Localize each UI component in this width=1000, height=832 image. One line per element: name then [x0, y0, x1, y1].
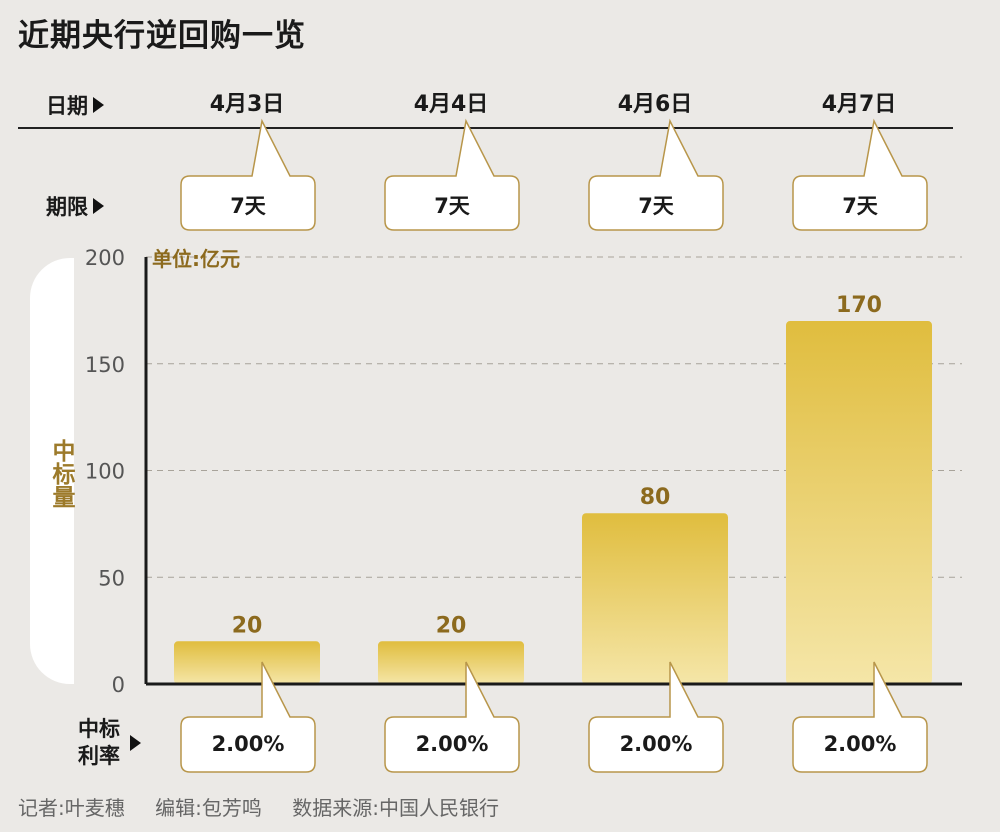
- y-tick-label: 100: [85, 460, 125, 484]
- rate-bubble-1: [180, 661, 316, 773]
- rate-value-4: 2.00%: [823, 732, 897, 756]
- term-bubble-2: [384, 118, 520, 231]
- rate-bubble-2: [384, 661, 520, 773]
- y-tick-label: 50: [98, 566, 125, 590]
- term-row-label-text: 期限: [46, 195, 88, 219]
- rate-bubble-3: [588, 661, 724, 773]
- rate-row-label-line2: 利率: [78, 744, 120, 768]
- bar: [582, 513, 728, 684]
- y-tick-label: 200: [85, 246, 125, 270]
- play-arrow-icon: [93, 198, 104, 214]
- play-arrow-icon: [93, 97, 104, 113]
- date-row-label: 日期: [46, 90, 104, 120]
- term-bubble-1: [180, 118, 316, 231]
- term-value-3: 7天: [638, 194, 674, 218]
- chart-title: 近期央行逆回购一览: [18, 18, 306, 54]
- rate-bubble-4: [792, 661, 928, 773]
- source-credit: 数据来源:中国人民银行: [292, 796, 499, 820]
- term-bubble-4: [792, 118, 928, 231]
- term-value-1: 7天: [230, 194, 266, 218]
- term-row-label: 期限: [46, 191, 104, 221]
- editor-credit: 编辑:包芳鸣: [155, 796, 262, 820]
- reporter-credit: 记者:叶麦穗: [18, 796, 125, 820]
- bar-value-label: 20: [436, 613, 467, 638]
- date-label-1: 4月3日: [209, 92, 285, 117]
- play-arrow-icon: [130, 735, 141, 751]
- header-divider: [18, 127, 953, 129]
- y-tick-label: 150: [85, 353, 125, 377]
- y-tick-label: 0: [112, 673, 125, 697]
- bar: [174, 641, 320, 684]
- rate-value-3: 2.00%: [619, 732, 693, 756]
- rate-row-label: 中标 利率: [78, 716, 141, 770]
- bar-value-label: 20: [232, 613, 263, 638]
- term-value-4: 7天: [842, 194, 878, 218]
- unit-label: 单位:亿元: [152, 247, 240, 271]
- bar: [786, 321, 932, 684]
- date-label-4: 4月7日: [821, 92, 897, 117]
- rate-value-1: 2.00%: [211, 732, 285, 756]
- date-label-2: 4月4日: [413, 92, 489, 117]
- term-value-2: 7天: [434, 194, 470, 218]
- footer-credits: 记者:叶麦穗 编辑:包芳鸣 数据来源:中国人民银行: [18, 792, 523, 821]
- yaxis-title-panel: [30, 258, 74, 684]
- date-label-3: 4月6日: [617, 92, 693, 117]
- date-row-label-text: 日期: [46, 94, 88, 118]
- bar-value-label: 80: [640, 485, 671, 510]
- rate-value-2: 2.00%: [415, 732, 489, 756]
- term-bubble-3: [588, 118, 724, 231]
- rate-row-label-line1: 中标: [78, 717, 120, 741]
- yaxis-title: 中标量: [48, 438, 74, 508]
- bar: [378, 641, 524, 684]
- bar-value-label: 170: [836, 293, 882, 318]
